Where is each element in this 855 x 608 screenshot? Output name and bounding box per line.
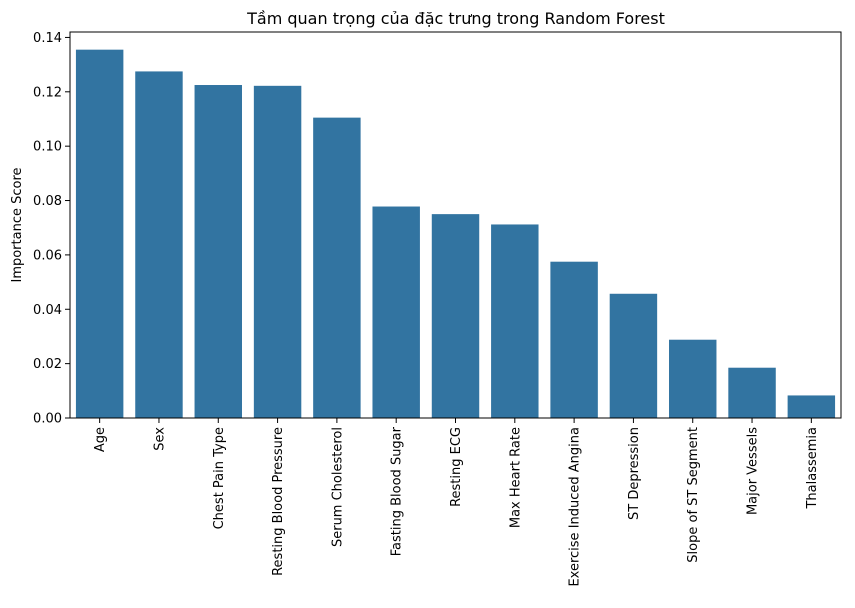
y-tick-label: 0.14 [33, 31, 62, 46]
y-tick-label: 0.12 [33, 85, 62, 100]
bar [253, 85, 302, 418]
bar [787, 395, 836, 418]
x-tick-label: Age [93, 427, 108, 452]
x-tick-label: Major Vessels [746, 427, 761, 515]
chart-title: Tầm quan trọng của đặc trưng trong Rando… [246, 9, 665, 28]
y-tick-label: 0.00 [33, 412, 62, 427]
y-tick-label: 0.02 [33, 357, 62, 372]
x-tick-label: Fasting Blood Sugar [390, 426, 405, 556]
bar [431, 214, 480, 418]
bar [609, 293, 658, 418]
x-tick-label: Resting Blood Pressure [271, 427, 286, 576]
x-tick-label: Serum Cholesterol [330, 427, 345, 547]
x-tick-label: Thalassemia [805, 427, 820, 510]
x-tick-label: Sex [152, 427, 167, 451]
y-tick-label: 0.10 [33, 140, 62, 155]
y-tick-label: 0.08 [33, 194, 62, 209]
bar [194, 85, 242, 418]
x-tick-label: Resting ECG [449, 427, 464, 507]
plot-frame [69, 31, 842, 419]
bar [728, 367, 776, 418]
x-tick-label: Max Heart Rate [508, 427, 523, 528]
x-tick-label: ST Depression [627, 427, 642, 520]
bar [550, 261, 598, 418]
y-tick-label: 0.04 [33, 303, 62, 318]
x-tick-label: Exercise Induced Angina [568, 427, 583, 587]
y-axis-label: Importance Score [10, 167, 25, 282]
y-axis: 0.00 0.02 0.04 0.06 0.08 0.10 0.12 0.14 [33, 31, 70, 427]
x-tick-label: Chest Pain Type [212, 427, 227, 529]
bar [372, 206, 420, 418]
bar [491, 224, 539, 418]
x-axis: Age Sex Chest Pain Type Resting Blood Press… [93, 418, 820, 587]
bar [313, 117, 361, 418]
x-tick-label: Slope of ST Segment [686, 427, 701, 563]
bars-group [75, 49, 836, 419]
bar [75, 49, 124, 419]
bar [135, 71, 183, 419]
bar [669, 339, 717, 418]
y-tick-label: 0.06 [33, 248, 62, 263]
